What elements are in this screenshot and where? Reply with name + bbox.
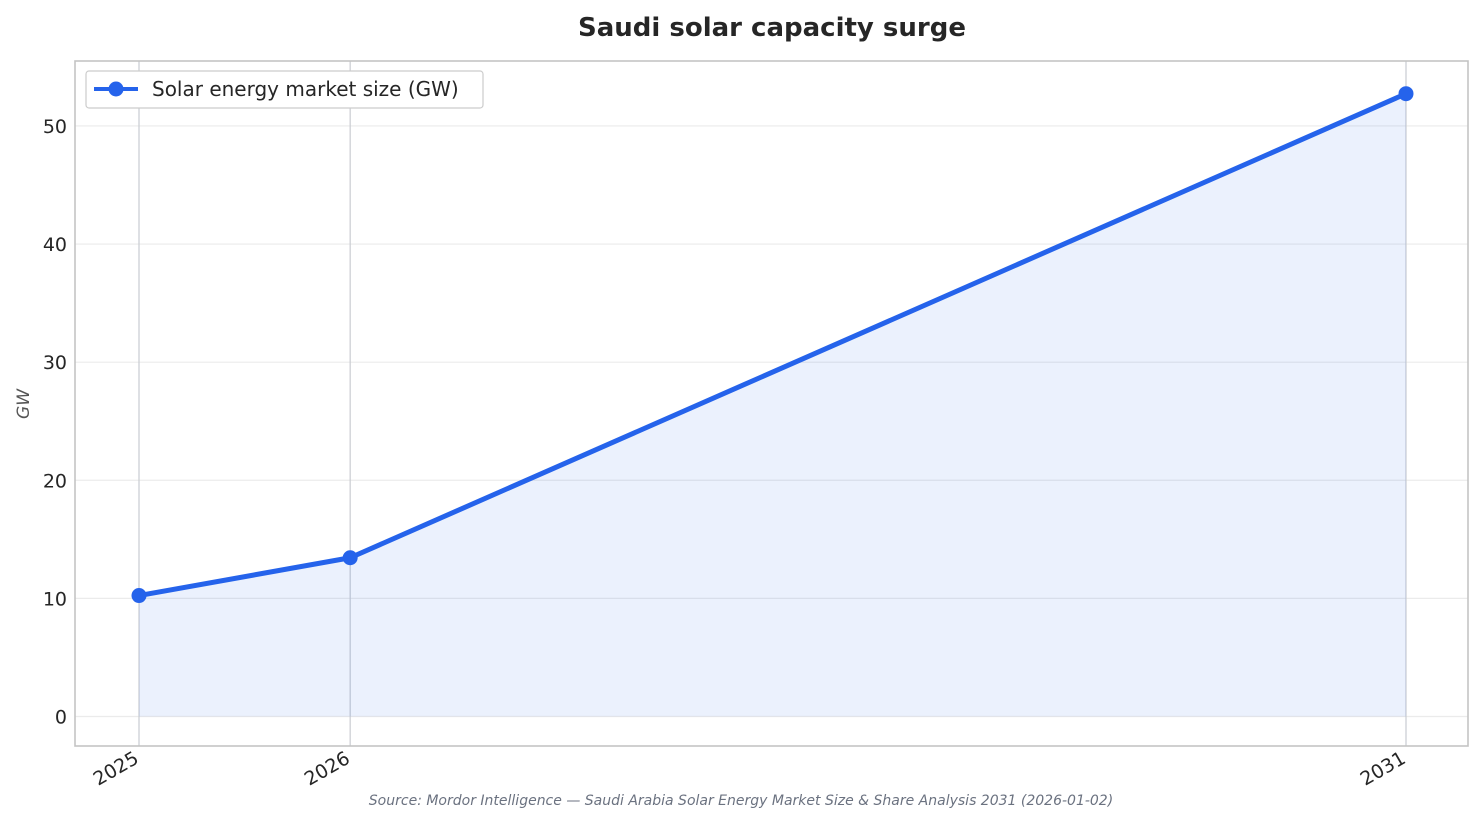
- y-tick-label: 30: [43, 352, 67, 374]
- y-axis-label: GW: [14, 388, 34, 419]
- legend: Solar energy market size (GW): [85, 70, 484, 109]
- series-point: [131, 588, 147, 604]
- y-tick-label: 20: [43, 470, 67, 492]
- gridlines: [75, 125, 1468, 718]
- x-tick-label: 2026: [301, 747, 354, 790]
- y-tick-label: 0: [55, 706, 67, 728]
- vertical-gridlines: [138, 61, 1407, 746]
- x-tick-label: 2031: [1357, 747, 1410, 790]
- x-axis-ticks: 2025 2026 2031: [90, 747, 1410, 790]
- legend-dot-marker: [108, 81, 124, 97]
- x-tick-label: 2025: [90, 747, 143, 790]
- legend-entry: Solar energy market size (GW): [152, 77, 459, 101]
- plot-frame: [74, 60, 1469, 747]
- legend-box: [85, 70, 484, 109]
- source-note: Source: Mordor Intelligence — Saudi Arab…: [369, 793, 1113, 809]
- series-point: [342, 550, 358, 566]
- y-axis-ticks: 0 10 20 30 40 50: [43, 116, 67, 729]
- series-points: [131, 86, 1414, 604]
- series-area-fill: [139, 93, 1406, 717]
- y-tick-label: 50: [43, 116, 67, 138]
- series-point: [1398, 86, 1414, 102]
- chart-title: Saudi solar capacity surge: [578, 13, 966, 43]
- y-tick-label: 40: [43, 234, 67, 256]
- y-tick-label: 10: [43, 588, 67, 610]
